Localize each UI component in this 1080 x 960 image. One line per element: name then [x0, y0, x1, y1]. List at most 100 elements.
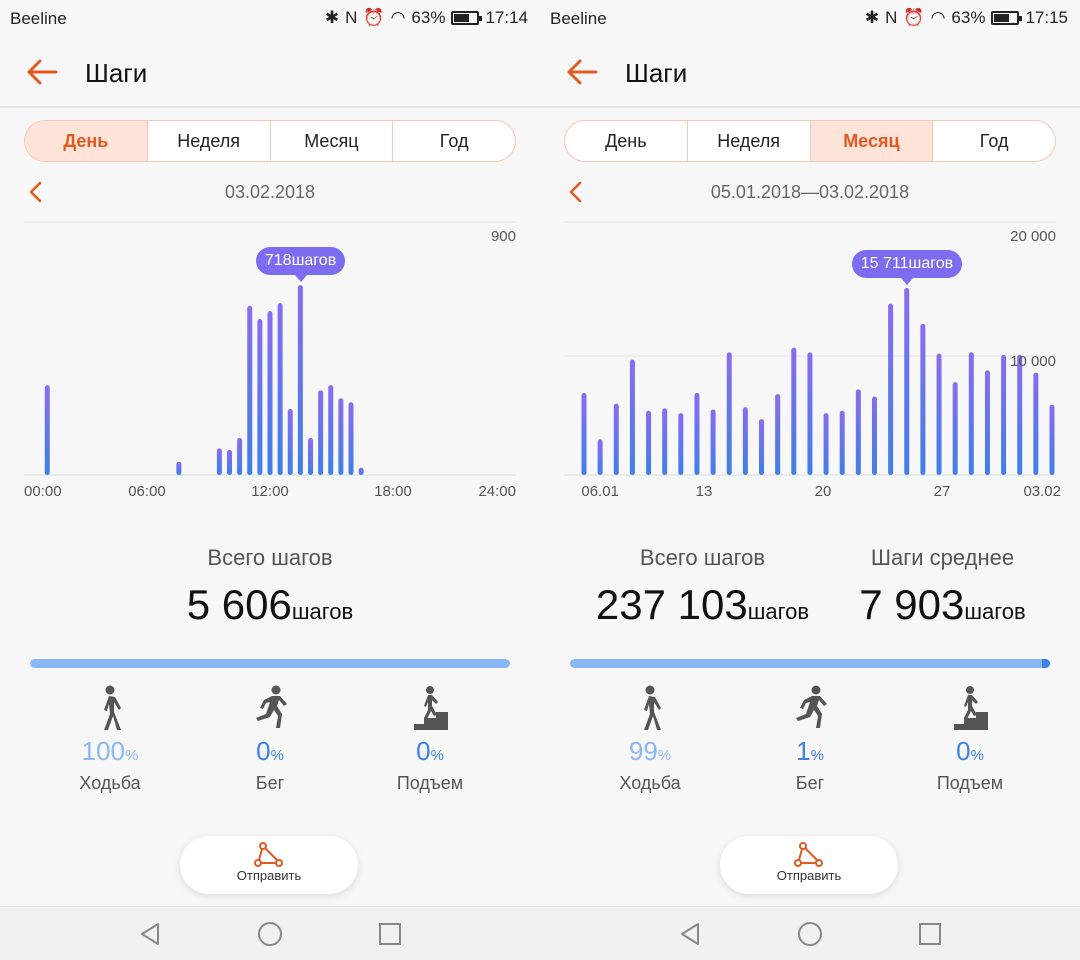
activity-walk: 99% Ходьба — [570, 684, 730, 794]
activity-run: 0% Бег — [190, 684, 350, 794]
nav-home-icon[interactable] — [257, 921, 283, 947]
nav-recents-icon[interactable] — [377, 921, 403, 947]
chart-bar[interactable] — [855, 389, 861, 475]
x-tick-label: 06:00 — [128, 483, 166, 500]
chart-bar[interactable] — [742, 407, 748, 475]
nav-back-icon[interactable] — [137, 921, 163, 947]
walk-label: Ходьба — [79, 773, 141, 793]
walk-percent: 99% — [628, 736, 672, 766]
x-tick-label: 06.01 — [581, 483, 619, 500]
app-bar: Шаги — [0, 40, 540, 108]
share-icon — [794, 842, 823, 867]
chart-bar[interactable] — [710, 409, 716, 475]
total-steps-value: 237 103шагов — [555, 581, 850, 629]
nav-back-icon[interactable] — [677, 921, 703, 947]
chart-bar[interactable] — [277, 303, 283, 475]
chevron-left-icon[interactable] — [566, 180, 586, 204]
chart-bar[interactable] — [952, 382, 958, 475]
nfc-icon: N — [885, 8, 898, 27]
chart-bar[interactable] — [823, 413, 829, 475]
chart-bar[interactable] — [807, 352, 813, 475]
chart-bar[interactable] — [968, 352, 974, 475]
chart-bar[interactable] — [920, 323, 926, 475]
panel-day: Beeline ✱ N ⏰ ◠ 63% 17:14 Шаги День Неде… — [0, 8, 540, 947]
x-tick-label: 27 — [934, 483, 951, 500]
unit-label: шагов — [964, 599, 1026, 624]
chart-bar[interactable] — [791, 347, 797, 475]
chart-bar[interactable] — [662, 408, 668, 475]
chart-bar[interactable] — [227, 449, 232, 475]
activity-climb: 0% Подъем — [350, 684, 510, 794]
chart-bar[interactable] — [257, 318, 263, 475]
chart-bar[interactable] — [904, 288, 910, 475]
steps-month-chart[interactable]: 20 000 10 000 06.01 13 20 27 03.02 15 711шагов — [540, 215, 1080, 510]
y-tick-label: 900 — [491, 228, 516, 245]
chart-bar[interactable] — [308, 437, 313, 475]
activity-breakdown: 100% Ходьба 0% Бег 0% Подъем — [0, 684, 540, 804]
tab-week[interactable]: Неделя — [688, 121, 811, 161]
chart-bar[interactable] — [44, 385, 50, 475]
chart-bar[interactable] — [358, 467, 364, 475]
chart-bar[interactable] — [775, 394, 781, 475]
selected-bar-tooltip: 718шагов — [255, 247, 346, 283]
total-steps-label: Всего шагов — [207, 545, 333, 570]
chart-bar[interactable] — [338, 398, 344, 475]
date-label: 03.02.2018 — [224, 182, 316, 202]
chart-bar[interactable] — [646, 410, 652, 475]
chart-bar[interactable] — [1017, 354, 1023, 475]
chart-bar[interactable] — [216, 448, 222, 475]
run-label: Бег — [255, 773, 285, 793]
tab-month[interactable]: Месяц — [810, 121, 934, 161]
chart-bar[interactable] — [247, 305, 253, 475]
chart-bar[interactable] — [597, 439, 603, 475]
page-title: Шаги — [625, 58, 688, 88]
chart-bar[interactable] — [839, 410, 845, 475]
chart-bar[interactable] — [726, 352, 732, 475]
tab-year[interactable]: Год — [979, 131, 1009, 151]
chart-bar[interactable] — [1049, 404, 1055, 475]
chart-bar[interactable] — [1033, 372, 1039, 475]
chart-bar[interactable] — [871, 396, 877, 475]
activity-walk: 100% Ходьба — [30, 684, 190, 794]
chart-bar[interactable] — [759, 419, 765, 475]
tab-week[interactable]: Неделя — [148, 121, 271, 161]
share-button[interactable]: Отправить — [720, 836, 898, 894]
nav-home-icon[interactable] — [797, 921, 823, 947]
chart-bar[interactable] — [694, 392, 700, 475]
step-stats: Всего шагов 5 606шагов — [0, 545, 540, 645]
system-nav-bar — [540, 906, 1080, 960]
chart-bar[interactable] — [267, 311, 273, 475]
stairs-climb-icon — [414, 686, 448, 730]
x-tick-label: 00:00 — [24, 483, 62, 500]
chart-bar[interactable] — [678, 413, 684, 475]
chart-bar[interactable] — [176, 461, 182, 475]
steps-day-chart[interactable]: 900 00:00 06:00 12:00 18:00 24:00 718шагов — [0, 215, 540, 510]
tab-day[interactable]: День — [565, 121, 688, 161]
date-navigator: 05.01.2018—03.02.2018 — [540, 178, 1080, 208]
climb-label: Подъем — [936, 773, 1004, 793]
page-title: Шаги — [85, 58, 148, 88]
chart-bar[interactable] — [328, 385, 334, 475]
chart-bar[interactable] — [888, 303, 894, 475]
chart-bar[interactable] — [297, 285, 303, 475]
chart-bar[interactable] — [629, 359, 635, 475]
chart-bar[interactable] — [237, 437, 243, 475]
nav-recents-icon[interactable] — [917, 921, 943, 947]
share-label: Отправить — [236, 868, 302, 883]
back-arrow-icon[interactable] — [22, 52, 62, 92]
chart-bar[interactable] — [984, 370, 990, 475]
chevron-left-icon[interactable] — [26, 180, 46, 204]
chart-bar[interactable] — [613, 403, 619, 475]
chart-bar[interactable] — [287, 408, 293, 475]
tab-year[interactable]: Год — [439, 131, 469, 151]
chart-bar[interactable] — [936, 353, 942, 475]
tab-month[interactable]: Месяц — [271, 121, 394, 161]
chart-bar[interactable] — [581, 392, 587, 475]
chart-bar[interactable] — [348, 402, 354, 475]
share-button[interactable]: Отправить — [180, 836, 358, 894]
chart-bar[interactable] — [318, 390, 324, 475]
panel-month: Beeline ✱ N ⏰ ◠ 63% 17:15 Шаги День Неде… — [540, 0, 1080, 960]
chart-bar[interactable] — [1001, 354, 1007, 475]
tab-day[interactable]: День — [25, 121, 148, 161]
back-arrow-icon[interactable] — [562, 52, 602, 92]
